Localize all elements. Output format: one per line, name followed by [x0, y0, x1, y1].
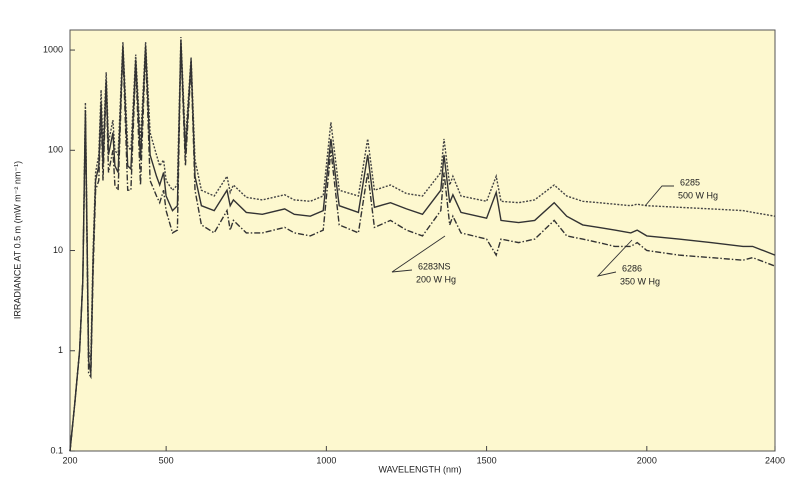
y-tick-label: 1000	[43, 44, 63, 54]
x-tick-label: 1500	[477, 455, 497, 465]
x-axis-title: WAVELENGTH (nm)	[378, 464, 461, 474]
legend-sublabel: 350 W Hg	[620, 276, 660, 286]
x-tick-label: 500	[159, 455, 174, 465]
series-line	[69, 45, 776, 452]
legend-sublabel: 500 W Hg	[678, 190, 718, 200]
legend-sublabel: 200 W Hg	[416, 274, 456, 284]
x-tick-label: 1000	[316, 455, 336, 465]
annotation-arrow	[644, 185, 674, 207]
legend-label: 6283NS	[418, 261, 451, 271]
y-tick-label: 1	[58, 345, 63, 355]
x-tick-label: 200	[62, 455, 77, 465]
annotation-arrow	[596, 239, 633, 277]
legend-label: 6285	[680, 177, 700, 187]
x-tick-label: 2400	[765, 455, 785, 465]
y-axis-title: IRRADIANCE AT 0.5 m (mW m⁻² nm⁻¹)	[12, 161, 22, 319]
y-tick-label: 100	[48, 145, 63, 155]
y-tick-label: 10	[53, 245, 63, 255]
annotation-arrow	[391, 235, 446, 273]
plot-area	[69, 29, 776, 452]
legend-label: 6286	[622, 263, 642, 273]
x-tick-label: 2000	[637, 455, 657, 465]
y-tick-label: 0.1	[50, 445, 63, 455]
